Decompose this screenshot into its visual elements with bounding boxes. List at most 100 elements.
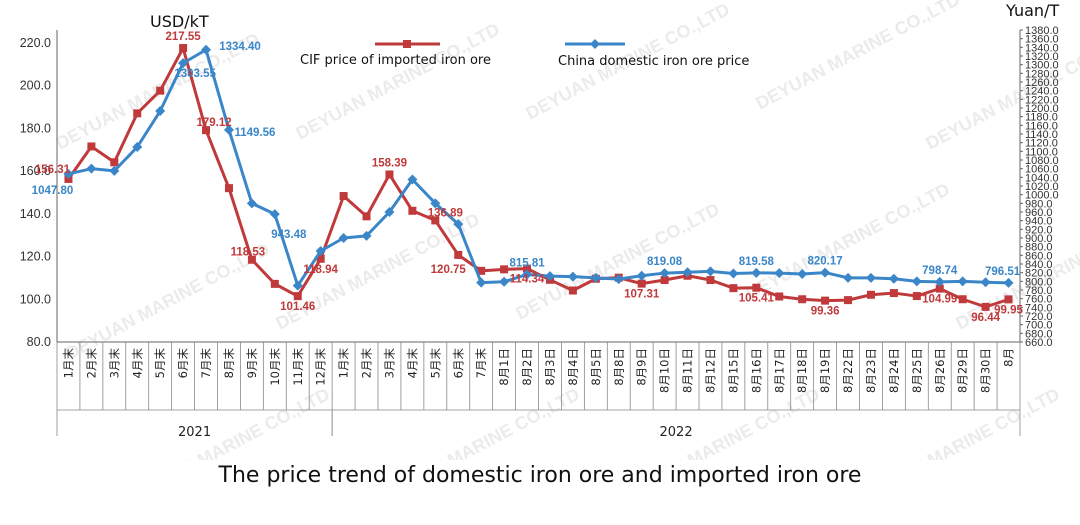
domestic-data-label: 820.17 — [808, 256, 843, 268]
cif-data-point — [706, 276, 715, 285]
cif-data-point — [568, 286, 577, 295]
domestic-data-point — [980, 277, 991, 288]
x-tick-label: 8月3日 — [543, 348, 557, 386]
watermark-text: DEYUAN MARINE CO.,LTD — [292, 19, 502, 144]
left-tick-label: 80.0 — [27, 335, 51, 349]
x-tick-label: 8月8日 — [612, 348, 626, 386]
right-tick-label: 1120.0 — [1025, 138, 1058, 150]
cif-data-label: 114.34 — [510, 274, 545, 286]
cif-data-point — [385, 170, 394, 179]
domestic-data-label: 1149.56 — [234, 127, 275, 139]
x-tick-label: 8月15日 — [726, 348, 740, 393]
cif-data-label: 179.12 — [196, 117, 231, 129]
domestic-data-point — [865, 272, 876, 283]
domestic-data-point — [1003, 277, 1014, 288]
right-tick-label: 940.0 — [1025, 216, 1053, 228]
x-tick-label: 8月25日 — [910, 348, 924, 393]
cif-data-point — [202, 126, 211, 135]
x-tick-label: 12月末 — [314, 348, 328, 386]
cif-data-label: 105.41 — [739, 293, 775, 305]
year-label: 2022 — [660, 425, 693, 440]
legend-cif-marker — [403, 40, 411, 48]
right-tick-label: 1240.0 — [1025, 86, 1059, 98]
left-tick-label: 140.0 — [20, 207, 51, 221]
domestic-data-point — [407, 174, 418, 185]
domestic-data-label: 1047.80 — [32, 185, 74, 197]
domestic-data-point — [476, 277, 487, 288]
right-tick-label: 880.0 — [1025, 242, 1053, 254]
watermark-text: DEYUAN MARINE CO.,LTD — [742, 179, 952, 304]
domestic-data-label: 815.81 — [509, 257, 545, 269]
right-tick-label: 1340.0 — [1025, 42, 1059, 54]
right-tick-label: 1060.0 — [1025, 164, 1059, 176]
domestic-data-point — [636, 270, 647, 281]
cif-data-point — [637, 279, 646, 288]
domestic-data-label: 796.51 — [985, 266, 1021, 278]
cif-data-point — [270, 279, 279, 288]
x-tick-label: 8月24日 — [887, 348, 901, 393]
cif-data-label: 104.99 — [922, 294, 957, 306]
right-tick-label: 1160.0 — [1025, 120, 1058, 132]
right-tick-label: 1180.0 — [1025, 112, 1058, 124]
x-tick-label: 8月16日 — [749, 348, 763, 393]
right-tick-label: 1220.0 — [1025, 94, 1059, 106]
cif-data-point — [179, 44, 188, 53]
cif-data-point — [293, 292, 302, 301]
domestic-data-point — [178, 58, 189, 69]
left-tick-label: 160.0 — [20, 164, 51, 178]
domestic-data-point — [751, 267, 762, 278]
cif-data-point — [408, 206, 417, 215]
cif-data-point — [981, 302, 990, 311]
domestic-data-point — [269, 209, 280, 220]
cif-data-point — [477, 266, 486, 275]
right-tick-label: 960.0 — [1025, 207, 1053, 219]
domestic-data-point — [659, 268, 670, 279]
x-tick-label: 7月末 — [199, 348, 213, 379]
x-tick-label: 1月末 — [337, 348, 351, 379]
x-tick-label: 8月30日 — [979, 348, 993, 393]
domestic-data-point — [613, 274, 624, 285]
x-axis: 1月末 2月末 3月末 4月末 5月末 6月末 7月末 8月末 9月末 10月末 11月末 12月末 1… — [56, 342, 1021, 440]
domestic-data-point — [544, 271, 555, 282]
x-tick-label: 8月12日 — [703, 348, 717, 393]
x-tick-label: 6月末 — [451, 348, 465, 379]
domestic-data-point — [292, 280, 303, 291]
left-tick-label: 220.0 — [20, 36, 51, 50]
left-tick-label: 200.0 — [20, 79, 51, 93]
cif-data-point — [133, 109, 142, 118]
domestic-price-line — [68, 48, 1009, 288]
x-tick-label: 9月末 — [245, 348, 259, 379]
right-tick-label: 820.0 — [1025, 268, 1053, 280]
x-tick-label: 2月末 — [360, 348, 374, 379]
domestic-data-point — [499, 276, 510, 287]
domestic-data-point — [797, 268, 808, 279]
domestic-data-point — [223, 124, 234, 135]
cif-data-point — [935, 284, 944, 293]
domestic-data-label: 819.08 — [647, 256, 683, 268]
x-tick-label: 8月1日 — [497, 348, 511, 386]
domestic-data-point — [820, 267, 831, 278]
x-tick-label: 5月末 — [153, 348, 167, 379]
right-tick-label: 800.0 — [1025, 276, 1053, 288]
x-tick-label: 4月末 — [405, 348, 419, 379]
domestic-data-label: 819.58 — [739, 256, 775, 268]
domestic-data-label: 943.48 — [271, 229, 307, 241]
watermark-text: DEYUAN MARINE CO.,LTD — [852, 384, 1062, 460]
cif-data-label: 156.31 — [35, 164, 71, 176]
cif-data-label: 107.31 — [624, 289, 660, 301]
x-tick-label: 10月末 — [268, 348, 282, 386]
domestic-data-point — [705, 266, 716, 277]
domestic-data-label: 1334.40 — [219, 41, 261, 53]
x-tick-label: 11月末 — [291, 348, 305, 386]
cif-data-point — [729, 284, 738, 293]
data-labels: 156.31 217.55 179.12 118.53 101.46 118.94 158.… — [32, 31, 1024, 324]
right-axis-unit: Yuan/T — [1005, 1, 1059, 20]
right-tick-label: 1140.0 — [1025, 129, 1058, 141]
right-tick-label: 920.0 — [1025, 224, 1053, 236]
cif-data-point — [752, 283, 761, 292]
cif-data-label: 118.53 — [231, 247, 266, 259]
x-tick-label: 8月23日 — [864, 348, 878, 393]
cif-data-label: 101.46 — [280, 301, 315, 313]
right-tick-label: 1200.0 — [1025, 103, 1059, 115]
right-tick-label: 1380.0 — [1025, 25, 1059, 37]
